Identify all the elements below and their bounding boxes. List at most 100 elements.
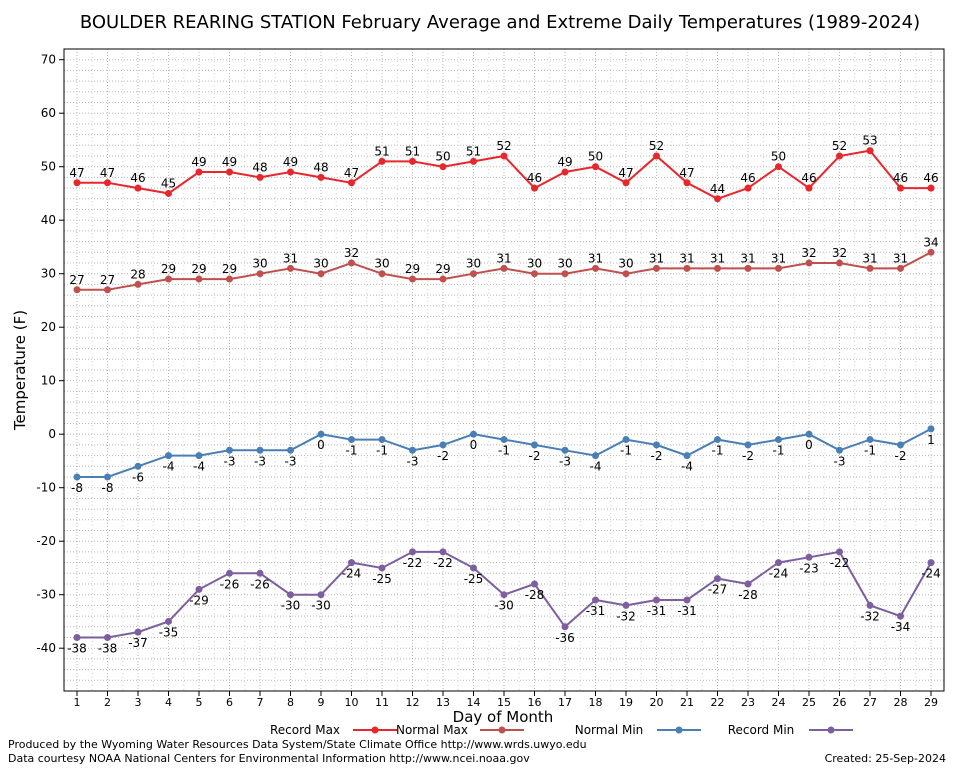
data-point — [836, 446, 843, 454]
y-tick-label: -30 — [36, 588, 56, 602]
data-point — [531, 441, 538, 449]
data-point — [714, 195, 721, 203]
series-record-max: 47 47 46 45 49 49 48 49 48 47 51 51 50 51 52 46 49 50 47 52… — [69, 134, 939, 203]
data-point — [470, 270, 477, 278]
data-point — [500, 436, 508, 444]
data-label: 46 — [740, 171, 755, 185]
data-point — [531, 580, 538, 588]
data-point — [653, 441, 660, 449]
data-point — [714, 264, 721, 272]
data-point — [165, 275, 172, 283]
data-point — [73, 634, 81, 641]
data-point — [897, 612, 904, 620]
data-label: 29 — [405, 262, 420, 276]
data-point — [775, 559, 782, 567]
data-label: 32 — [344, 246, 359, 260]
data-label: 31 — [679, 251, 694, 265]
data-point — [409, 275, 416, 283]
data-label: 31 — [283, 251, 298, 265]
data-label: 29 — [435, 262, 450, 276]
data-label: 46 — [923, 171, 938, 185]
credit-line-2: Data courtesy NOAA National Centers for … — [8, 752, 530, 765]
data-point — [134, 462, 142, 470]
data-label: 29 — [191, 262, 206, 276]
data-point — [104, 179, 111, 187]
data-point — [409, 446, 416, 454]
data-point — [836, 152, 843, 160]
data-label: -30 — [311, 599, 331, 613]
data-point — [805, 430, 813, 438]
data-label: -32 — [860, 609, 880, 623]
x-tick-label: 26 — [833, 696, 847, 709]
data-label: -1 — [376, 444, 388, 458]
data-label: 50 — [771, 150, 786, 164]
x-tick-label: 6 — [226, 696, 233, 709]
data-label: 52 — [649, 139, 664, 153]
data-point — [439, 163, 447, 171]
y-tick-label: 10 — [41, 374, 56, 388]
data-point — [592, 596, 599, 604]
data-label: -32 — [616, 609, 636, 623]
x-tick-label: 18 — [589, 696, 603, 709]
data-point — [683, 596, 691, 604]
data-point — [226, 569, 233, 577]
legend-label: Record Max — [270, 723, 340, 737]
data-label: -30 — [281, 599, 301, 613]
data-label: 50 — [588, 150, 603, 164]
x-tick-label: 23 — [741, 696, 755, 709]
data-point — [744, 184, 752, 192]
y-tick-label: -40 — [36, 641, 56, 655]
data-point — [531, 184, 538, 192]
x-tick-label: 3 — [135, 696, 142, 709]
data-point — [73, 179, 81, 187]
data-point — [805, 184, 813, 192]
data-point — [927, 248, 935, 256]
legend-label: Record Min — [728, 723, 795, 737]
data-point — [256, 569, 264, 577]
data-point — [744, 580, 752, 588]
data-point — [866, 601, 874, 609]
data-label: 49 — [557, 155, 572, 169]
y-tick-label: 70 — [41, 53, 56, 67]
data-label: 46 — [893, 171, 908, 185]
x-tick-label: 14 — [467, 696, 481, 709]
legend-label: Normal Min — [575, 723, 644, 737]
data-label: -28 — [525, 588, 545, 602]
data-point — [592, 264, 599, 272]
data-point — [927, 425, 935, 433]
data-point — [805, 259, 813, 267]
data-label: -23 — [799, 561, 819, 575]
y-tick-label: 20 — [41, 320, 56, 334]
x-tick-label: 24 — [772, 696, 786, 709]
y-tick-label: 0 — [48, 427, 56, 441]
data-point — [653, 264, 660, 272]
data-label: 27 — [69, 273, 84, 287]
data-label: -3 — [559, 454, 571, 468]
data-label: 31 — [740, 251, 755, 265]
legend-marker — [371, 726, 379, 734]
data-label: 34 — [923, 235, 938, 249]
data-label: -8 — [102, 481, 114, 495]
data-point — [592, 452, 599, 460]
data-point — [744, 264, 752, 272]
data-point — [165, 189, 172, 197]
data-point — [104, 286, 111, 294]
data-point — [256, 446, 264, 454]
data-point — [683, 264, 691, 272]
grid — [64, 49, 944, 691]
x-tick-label: 7 — [257, 696, 264, 709]
data-label: 29 — [161, 262, 176, 276]
data-label: -34 — [891, 620, 911, 634]
x-tick-label: 4 — [165, 696, 172, 709]
y-tick-label: 30 — [41, 267, 56, 281]
data-label: -28 — [738, 588, 758, 602]
data-point — [317, 173, 325, 181]
y-tick-label: 60 — [41, 106, 56, 120]
data-point — [500, 152, 508, 160]
data-label: 30 — [527, 257, 542, 271]
data-label: 52 — [496, 139, 511, 153]
data-label: -31 — [647, 604, 667, 618]
data-point — [134, 628, 142, 636]
